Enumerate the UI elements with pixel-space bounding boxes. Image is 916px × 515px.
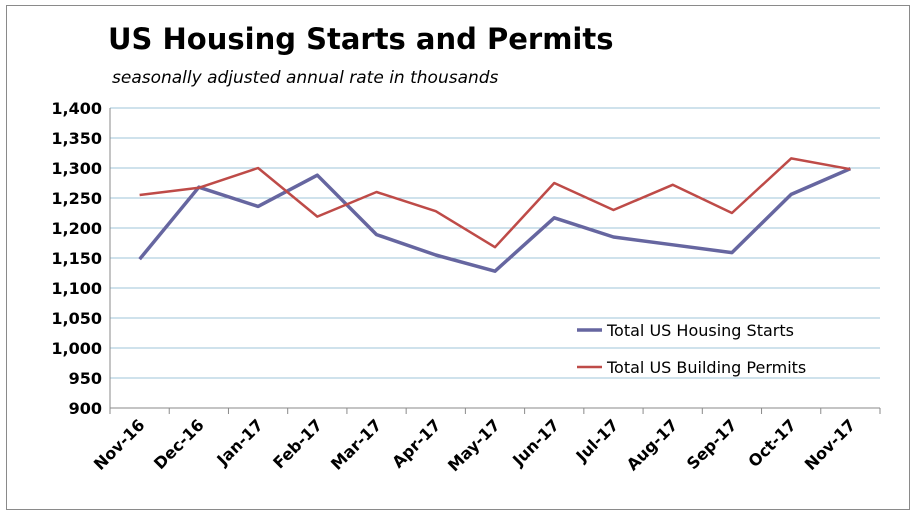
axes: [109, 108, 881, 414]
x-tick-label: Nov-17: [801, 415, 859, 473]
chart-title: US Housing Starts and Permits: [108, 22, 614, 56]
x-tick-label: Jun-17: [508, 415, 563, 470]
chart-subtitle: seasonally adjusted annual rate in thous…: [112, 68, 499, 88]
y-axis-ticks: 900 950 1,000 1,050 1,100 1,150 1,200 1,250 1,30…: [51, 99, 102, 418]
y-tick-label: 1,100: [51, 279, 102, 298]
gridlines: [110, 107, 880, 379]
y-tick-label: 1,250: [51, 189, 102, 208]
series-line-2: [139, 157, 851, 249]
x-tick-label: Jul-17: [572, 415, 623, 466]
x-tick-label: Dec-16: [150, 415, 208, 473]
x-tick-label: Jan-17: [212, 415, 266, 469]
x-tick-label: Sep-17: [683, 415, 741, 473]
x-tick-label: Oct-17: [744, 415, 800, 471]
y-tick-label: 1,000: [51, 339, 102, 358]
y-tick-label: 1,200: [51, 219, 102, 238]
y-tick-label: 1,350: [51, 129, 102, 148]
legend: Total US Housing Starts Total US Building…: [577, 321, 806, 377]
x-tick-label: Aug-17: [623, 415, 682, 474]
series-line-1: [138, 166, 852, 273]
x-tick-label: Mar-17: [327, 415, 385, 473]
series-lines: [138, 157, 852, 273]
y-tick-label: 1,050: [51, 309, 102, 328]
y-tick-label: 1,300: [51, 159, 102, 178]
legend-label: Total US Building Permits: [606, 358, 806, 377]
x-tick-label: Nov-16: [90, 415, 148, 473]
y-tick-label: 900: [69, 399, 102, 418]
y-tick-label: 1,400: [51, 99, 102, 118]
x-tick-label: Apr-17: [388, 415, 444, 471]
x-tick-label: Feb-17: [269, 415, 326, 472]
x-axis-ticks: Nov-16 Dec-16 Jan-17 Feb-17 Mar-17 Apr-17 May-…: [90, 415, 859, 475]
legend-label: Total US Housing Starts: [606, 321, 794, 340]
y-tick-label: 950: [69, 369, 102, 388]
x-tick-label: May-17: [444, 415, 504, 475]
y-tick-label: 1,150: [51, 249, 102, 268]
